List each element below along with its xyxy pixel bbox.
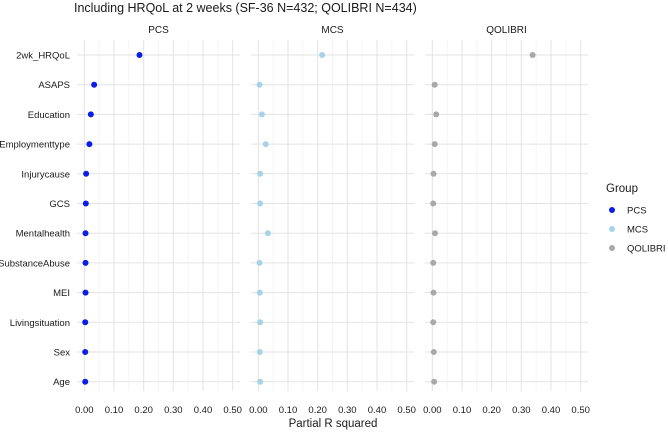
point-qolibri-employmenttype (431, 141, 438, 148)
y-tick-label: SubstanceAbuse (0, 258, 70, 269)
x-tick-label: 0.30 (512, 405, 531, 416)
point-mcs-age (257, 378, 264, 385)
x-tick-label: 0.50 (223, 405, 242, 416)
y-tick-label: Age (53, 377, 70, 388)
y-tick-label: GCS (49, 199, 70, 210)
point-mcs-mentalhealth (264, 230, 271, 237)
panel-qolibri: QOLIBRI 0.00 0.10 0.20 0.30 0.40 0.50 (423, 18, 590, 416)
y-tick-label: Injurycause (21, 169, 70, 180)
point-pcs-mei (82, 289, 89, 296)
facet-panels: PCS 0.00 0.10 0.20 0.30 0.40 0.50 MCS 0.00 0.10 0.… (75, 18, 590, 416)
strip-background (425, 18, 588, 40)
y-tick-label: 2wk_HRQoL (16, 51, 70, 62)
point-qolibri-2wk_hrqol (529, 52, 536, 58)
y-tick-label: Sex (54, 348, 71, 359)
x-tick-label: 0.10 (105, 405, 124, 416)
panel-mcs: MCS 0.00 0.10 0.20 0.30 0.40 0.50 (249, 18, 416, 416)
x-tick-label: 0.10 (279, 405, 298, 416)
y-tick-label: Employmenttype (0, 140, 70, 151)
point-pcs-livingsituation (82, 319, 89, 326)
y-tick-label: Mentalhealth (16, 229, 70, 240)
legend-key-pcs (609, 207, 615, 213)
chart-title: Including HRQoL at 2 weeks (SF-36 N=432;… (74, 1, 417, 15)
point-qolibri-sex (430, 349, 437, 355)
point-mcs-asaps (256, 81, 263, 88)
legend-items: PCS MCS QOLIBRI (609, 206, 666, 255)
strip-label: QOLIBRI (486, 25, 527, 36)
strip-label: PCS (148, 25, 169, 36)
strip-background (251, 18, 414, 40)
x-tick-label: 0.10 (453, 405, 472, 416)
point-pcs-substanceabuse (82, 259, 89, 266)
y-tick-label: ASAPS (38, 80, 70, 91)
point-pcs-gcs (82, 200, 89, 207)
x-tick-label: 0.30 (338, 405, 357, 416)
y-tick-label: MEI (53, 288, 70, 299)
legend-label-pcs: PCS (627, 206, 647, 217)
point-qolibri-livingsituation (430, 319, 437, 326)
strip-background (77, 18, 240, 40)
point-mcs-employmenttype (262, 141, 269, 148)
point-mcs-injurycause (257, 170, 264, 177)
point-pcs-employmenttype (86, 141, 93, 148)
y-tick-label: Education (28, 110, 70, 121)
strip-label: MCS (321, 25, 344, 36)
point-qolibri-injurycause (430, 170, 437, 177)
point-qolibri-education (433, 111, 440, 118)
x-tick-label: 0.20 (134, 405, 153, 416)
point-pcs-asaps (91, 81, 98, 88)
point-mcs-2wk_hrqol (319, 52, 326, 58)
point-qolibri-asaps (431, 81, 438, 88)
x-tick-label: 0.00 (423, 405, 442, 416)
x-tick-label: 0.50 (571, 405, 590, 416)
point-pcs-sex (82, 349, 89, 355)
point-pcs-age (82, 378, 89, 385)
point-qolibri-mentalhealth (432, 230, 439, 237)
point-mcs-livingsituation (257, 319, 264, 326)
x-tick-label: 0.50 (397, 405, 416, 416)
panel-pcs: PCS 0.00 0.10 0.20 0.30 0.40 0.50 (75, 18, 242, 416)
x-tick-label: 0.20 (308, 405, 327, 416)
point-qolibri-substanceabuse (430, 259, 437, 266)
legend-key-mcs (609, 226, 615, 232)
point-pcs-mentalhealth (82, 230, 89, 237)
point-mcs-mei (256, 289, 263, 296)
x-tick-label: 0.00 (249, 405, 268, 416)
y-tick-label: Livingsituation (10, 318, 70, 329)
legend-label-qolibri: QOLIBRI (627, 244, 666, 255)
x-tick-label: 0.20 (482, 405, 501, 416)
legend-label-mcs: MCS (627, 225, 648, 236)
point-pcs-injurycause (83, 170, 90, 177)
point-qolibri-mei (430, 289, 437, 296)
point-pcs-education (87, 111, 94, 118)
point-qolibri-gcs (430, 200, 437, 207)
x-tick-label: 0.00 (75, 405, 94, 416)
point-mcs-gcs (257, 200, 264, 207)
point-mcs-substanceabuse (256, 259, 263, 266)
legend-title: Group (606, 183, 638, 195)
x-axis-label: Partial R squared (289, 418, 378, 430)
point-pcs-2wk_hrqol (136, 52, 143, 58)
point-mcs-education (258, 111, 265, 118)
x-tick-label: 0.40 (542, 405, 561, 416)
legend: Group PCS MCS QOLIBRI (606, 183, 666, 255)
y-axis-labels: 2wk_HRQoL ASAPS Education Employmenttype Inj… (0, 51, 70, 389)
legend-key-qolibri (609, 245, 615, 251)
x-tick-label: 0.40 (194, 405, 213, 416)
point-mcs-sex (256, 349, 263, 355)
point-qolibri-age (431, 378, 438, 385)
x-tick-label: 0.30 (164, 405, 183, 416)
x-tick-label: 0.40 (368, 405, 387, 416)
